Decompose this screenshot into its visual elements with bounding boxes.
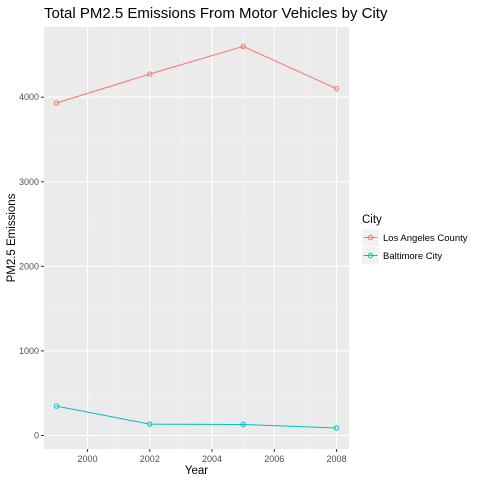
y-tick-label: 3000 — [19, 177, 39, 187]
x-tick-label: 2000 — [78, 454, 98, 464]
y-tick-label: 0 — [34, 430, 39, 440]
data-point — [53, 100, 60, 106]
data-point — [240, 421, 246, 428]
legend: City Los Angeles County Baltimore City — [362, 214, 468, 264]
x-tick-label: 2002 — [140, 454, 160, 464]
chart-title: Total PM2.5 Emissions From Motor Vehicle… — [44, 5, 388, 22]
x-tick-label: 2004 — [202, 454, 222, 464]
axis-ticks: 2000 2002 2004 2006 2008 0 1000 2000 3000 4000 — [19, 92, 347, 464]
x-tick-label: 2008 — [327, 454, 347, 464]
legend-key-marker — [367, 234, 374, 241]
x-axis-title: Year — [185, 465, 208, 477]
series-layer — [53, 43, 340, 431]
legend-key-marker — [367, 252, 374, 259]
data-point — [240, 43, 246, 50]
data-point — [147, 421, 153, 427]
series-line-0 — [56, 45, 337, 104]
y-axis-title: PM2.5 Emissions — [6, 193, 18, 282]
data-point — [53, 403, 60, 409]
y-tick-label: 4000 — [19, 92, 39, 102]
plot-panel — [44, 27, 349, 449]
y-tick-label: 2000 — [19, 261, 39, 271]
series-line-1 — [56, 405, 337, 429]
major-gridlines — [44, 27, 349, 449]
y-tick-label: 1000 — [19, 346, 39, 356]
data-point — [147, 71, 153, 77]
x-tick-label: 2006 — [264, 454, 284, 464]
legend-label: Los Angeles County — [383, 233, 468, 244]
data-point — [333, 425, 340, 431]
legend-label: Baltimore City — [383, 251, 442, 262]
data-point — [333, 85, 340, 92]
legend-title: City — [362, 214, 382, 226]
